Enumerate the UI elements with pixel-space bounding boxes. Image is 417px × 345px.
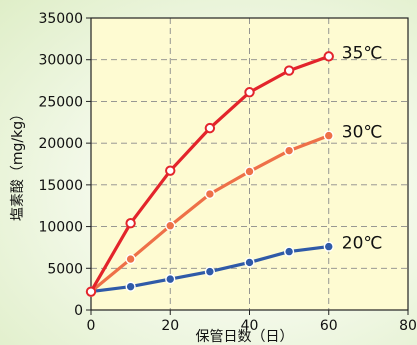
y-tick-label: 0 [74, 303, 83, 319]
series-2: 35℃ [85, 43, 383, 297]
data-point [204, 188, 215, 200]
data-point [323, 130, 334, 141]
data-point [125, 218, 136, 229]
data-point [204, 122, 216, 134]
series-label: 30℃ [342, 123, 383, 143]
series-1: 30℃ [85, 123, 383, 297]
x-tick-label: 0 [87, 318, 96, 334]
y-tick-label: 30000 [38, 53, 83, 69]
y-tick-label: 5000 [47, 261, 83, 277]
x-tick-label: 60 [320, 318, 338, 334]
y-tick-label: 15000 [38, 178, 83, 194]
x-tick-label: 80 [399, 318, 417, 334]
x-tick-label: 20 [161, 318, 179, 334]
x-tick-label: 40 [241, 318, 259, 334]
axes [86, 17, 409, 315]
plot-frame [90, 17, 409, 311]
data-point [85, 286, 97, 297]
data-point [244, 166, 255, 177]
data-point [284, 246, 295, 257]
data-point [244, 87, 255, 98]
y-tick-label: 20000 [38, 136, 83, 152]
y-tick-label: 25000 [38, 94, 83, 110]
data-point [165, 165, 176, 176]
data-point [284, 145, 295, 156]
y-axis-title: 塩素酸（mg/kg） [10, 107, 26, 221]
series-label: 35℃ [342, 43, 383, 63]
data-point [323, 241, 334, 252]
tick-labels: 0 5000 10000 15000 20000 25000 30000 35000 0 20 40… [38, 11, 416, 334]
data-point [125, 281, 136, 292]
gridlines [91, 18, 408, 310]
series-label: 20℃ [342, 234, 383, 254]
data-point [204, 266, 215, 277]
data-series: 20℃ 30℃ 35℃ [85, 43, 383, 297]
data-point [165, 274, 176, 285]
data-point [283, 65, 295, 76]
x-axis-title: 保管日数（日） [196, 329, 294, 345]
data-point [244, 257, 255, 268]
y-tick-label: 35000 [38, 11, 83, 27]
data-point [165, 220, 176, 231]
data-point [323, 51, 334, 62]
y-tick-label: 10000 [38, 220, 83, 236]
data-point [125, 254, 136, 265]
